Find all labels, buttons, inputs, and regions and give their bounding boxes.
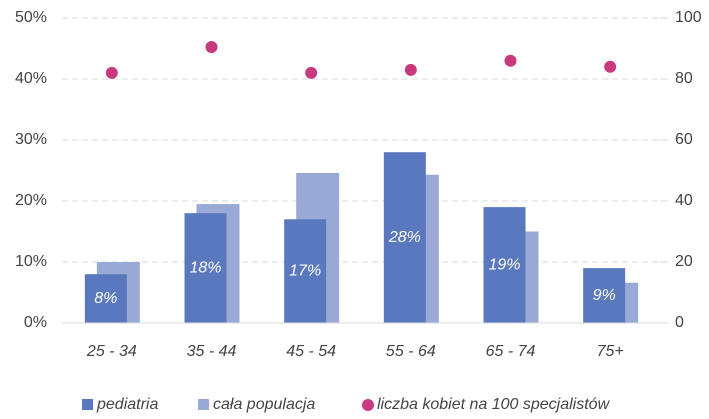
scatter-point xyxy=(305,66,318,79)
legend-label: liczba kobiet na 100 specjalistów xyxy=(377,396,611,413)
x-tick-label: 55 - 64 xyxy=(386,343,436,360)
legend-marker xyxy=(362,399,374,411)
scatter-point xyxy=(105,66,118,79)
bar xyxy=(583,268,626,323)
y-tick-label: 0% xyxy=(24,314,47,331)
x-tick-label: 65 - 74 xyxy=(486,343,536,360)
scatter-point xyxy=(504,54,517,67)
x-tick-label: 45 - 54 xyxy=(286,343,336,360)
y-tick-label: 40% xyxy=(15,70,47,87)
x-tick-label: 75+ xyxy=(597,343,624,360)
bar xyxy=(84,274,127,323)
scatter-point xyxy=(604,60,617,73)
bar xyxy=(483,207,526,323)
scatter-point xyxy=(404,63,417,76)
bar xyxy=(184,213,227,323)
x-tick-label: 25 - 34 xyxy=(86,343,137,360)
legend-label: pediatria xyxy=(96,396,158,413)
data-label: 8% xyxy=(94,290,117,307)
y2-tick-label: 60 xyxy=(675,131,693,148)
data-label: 18% xyxy=(189,259,221,276)
data-label: 9% xyxy=(593,287,616,304)
y2-tick-label: 80 xyxy=(675,70,693,87)
legend-marker xyxy=(198,399,209,410)
bar xyxy=(383,152,426,323)
y-tick-label: 30% xyxy=(15,131,47,148)
y2-tick-label: 20 xyxy=(675,253,693,270)
data-label: 17% xyxy=(289,262,321,279)
legend-marker xyxy=(82,399,93,410)
scatter-point xyxy=(205,40,218,53)
data-label: 19% xyxy=(488,256,520,273)
data-label: 28% xyxy=(388,229,421,246)
x-tick-label: 35 - 44 xyxy=(187,343,237,360)
y-tick-label: 10% xyxy=(15,253,47,270)
y2-tick-label: 100 xyxy=(675,9,702,26)
bar xyxy=(284,219,327,323)
y2-tick-label: 0 xyxy=(675,314,684,331)
legend-label: cała populacja xyxy=(213,396,315,413)
y2-tick-label: 40 xyxy=(675,192,693,209)
y-tick-label: 50% xyxy=(15,9,47,26)
y-tick-label: 20% xyxy=(15,192,47,209)
